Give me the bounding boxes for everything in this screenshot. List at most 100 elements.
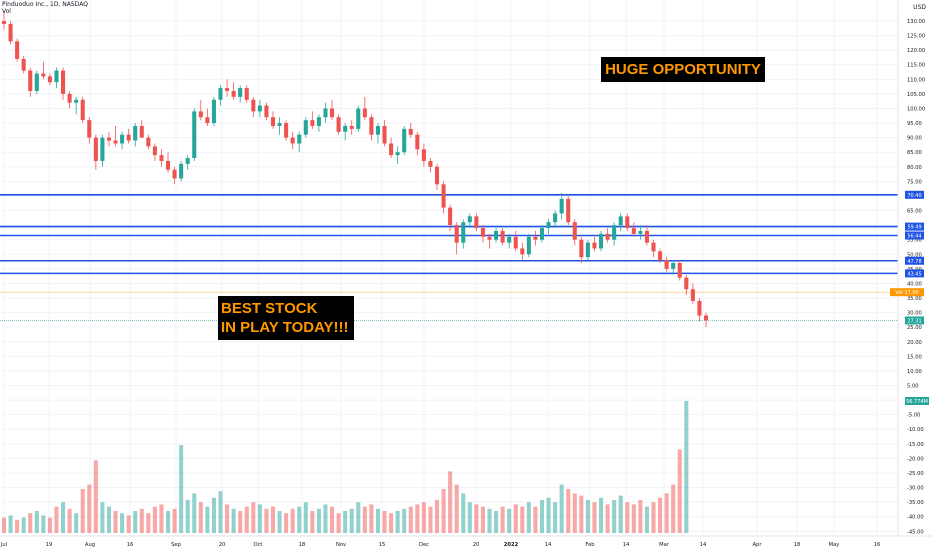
candle-body (139, 125, 144, 138)
candle-body (402, 128, 407, 153)
candle-body (684, 277, 689, 290)
price-tags: 70.40 59.49 56.44 47.78 43.45 Vol 37.00 27.31 5… (890, 190, 929, 405)
volume-bar (284, 513, 289, 533)
volume-bar (74, 513, 79, 533)
volume-bar (231, 508, 236, 533)
volume-bar (395, 511, 400, 533)
huge-opportunity-callout[interactable]: HUGE OPPORTUNITY (601, 57, 765, 82)
candle-body (539, 228, 545, 240)
currency-label[interactable]: USD (913, 4, 926, 11)
x-tick-label: Apr (753, 542, 763, 548)
y-tick-label: 10.00 (907, 369, 922, 375)
candle-body (1, 21, 7, 24)
x-tick-label: Jul (0, 542, 7, 548)
volume-bar (389, 513, 394, 533)
volume-bar (185, 500, 190, 533)
volume-bar (362, 506, 367, 533)
volume-bar (179, 445, 184, 533)
orange-tag (890, 288, 924, 297)
candle-body (297, 134, 302, 144)
volume-bar (520, 506, 525, 533)
candle-body (618, 216, 623, 226)
volume-bar (1, 517, 7, 533)
best-stock-line2: IN PLAY TODAY!!! (221, 319, 349, 336)
volume-bar (467, 502, 472, 533)
candle-body (100, 137, 105, 161)
candle-body (671, 263, 676, 269)
level-tag (905, 256, 924, 265)
candle-body (54, 70, 59, 83)
volume-tag-label: 56.774M (906, 399, 928, 405)
volume-bar (244, 506, 249, 533)
x-tick-label: Oct (254, 542, 263, 548)
x-tick-label: Feb (585, 542, 595, 548)
candle-body (579, 239, 584, 258)
volume-bar (382, 511, 387, 533)
volume-bar (402, 508, 407, 533)
candle-body (389, 143, 394, 156)
y-tick-label: -15.00 (907, 442, 924, 448)
x-tick-label: 15 (379, 542, 386, 548)
volume-bar (87, 484, 92, 533)
x-tick-label: 20 (219, 542, 226, 548)
candle-body (566, 198, 571, 223)
candle-body (316, 117, 321, 126)
x-tick-label: 18 (794, 542, 801, 548)
candle-body (513, 236, 518, 249)
candle-body (408, 128, 413, 135)
volume-bar (625, 502, 630, 533)
volume-bar (644, 506, 649, 533)
candle-body (703, 315, 709, 321)
y-tick-label: -30.00 (907, 486, 924, 492)
candle-body (612, 225, 617, 240)
volume-bar (257, 504, 262, 533)
x-tick-label: 2022 (504, 542, 519, 548)
volume-bar (310, 511, 315, 533)
volume-bar (572, 493, 577, 533)
candle-body (159, 155, 164, 161)
volume-bar (480, 506, 485, 533)
price-axis[interactable]: 130.00 125.00 120.00 115.00 110.00 105.00 100.… (0, 0, 932, 537)
volume-bar (225, 504, 230, 533)
candle-body (244, 88, 249, 100)
x-tick-label: 14 (623, 542, 630, 548)
best-stock-callout[interactable]: BEST STOCK IN PLAY TODAY!!! (218, 296, 354, 340)
volume-bar (120, 513, 125, 533)
candle-body (165, 160, 171, 170)
volume-bar (159, 504, 164, 533)
x-tick-label: 19 (46, 542, 53, 548)
candle-body (172, 169, 177, 179)
candle-body (61, 70, 66, 94)
candle-body (585, 242, 590, 258)
volume-bar (612, 500, 617, 533)
volume-bar (15, 519, 20, 533)
volume-bar (100, 502, 105, 533)
candle-body (205, 117, 210, 124)
candle-body (369, 117, 374, 135)
volume-bar (343, 511, 348, 533)
volume-bar (349, 508, 354, 533)
candle-body (264, 105, 269, 118)
volume-bar (684, 401, 689, 533)
volume-bar (559, 484, 564, 533)
volume-bar (592, 502, 597, 533)
volume-bar (631, 504, 636, 533)
candle-body (461, 222, 466, 243)
y-tick-label: -35.00 (907, 500, 924, 506)
volume-bar (218, 491, 223, 533)
candle-body (520, 248, 525, 255)
volume-bar (290, 508, 295, 533)
candle-body (323, 108, 328, 118)
volume-bar (152, 506, 157, 533)
y-tick-label: 35.00 (907, 296, 922, 302)
time-axis[interactable]: Jul 19 Aug 16 Sep 20 Oct 18 Nov 15 Dec 20 2022 14 Feb 1… (0, 542, 880, 548)
candle-body (120, 134, 125, 144)
x-tick-label: Sep (171, 542, 181, 548)
candle-body (113, 140, 118, 144)
symbol-title[interactable]: Pinduoduo Inc., 1D, NASDAQ (2, 1, 88, 8)
level-tag-label: 70.40 (907, 193, 921, 199)
candle-body (218, 88, 223, 100)
volume-bar (507, 508, 512, 533)
volume-bar (113, 511, 118, 533)
